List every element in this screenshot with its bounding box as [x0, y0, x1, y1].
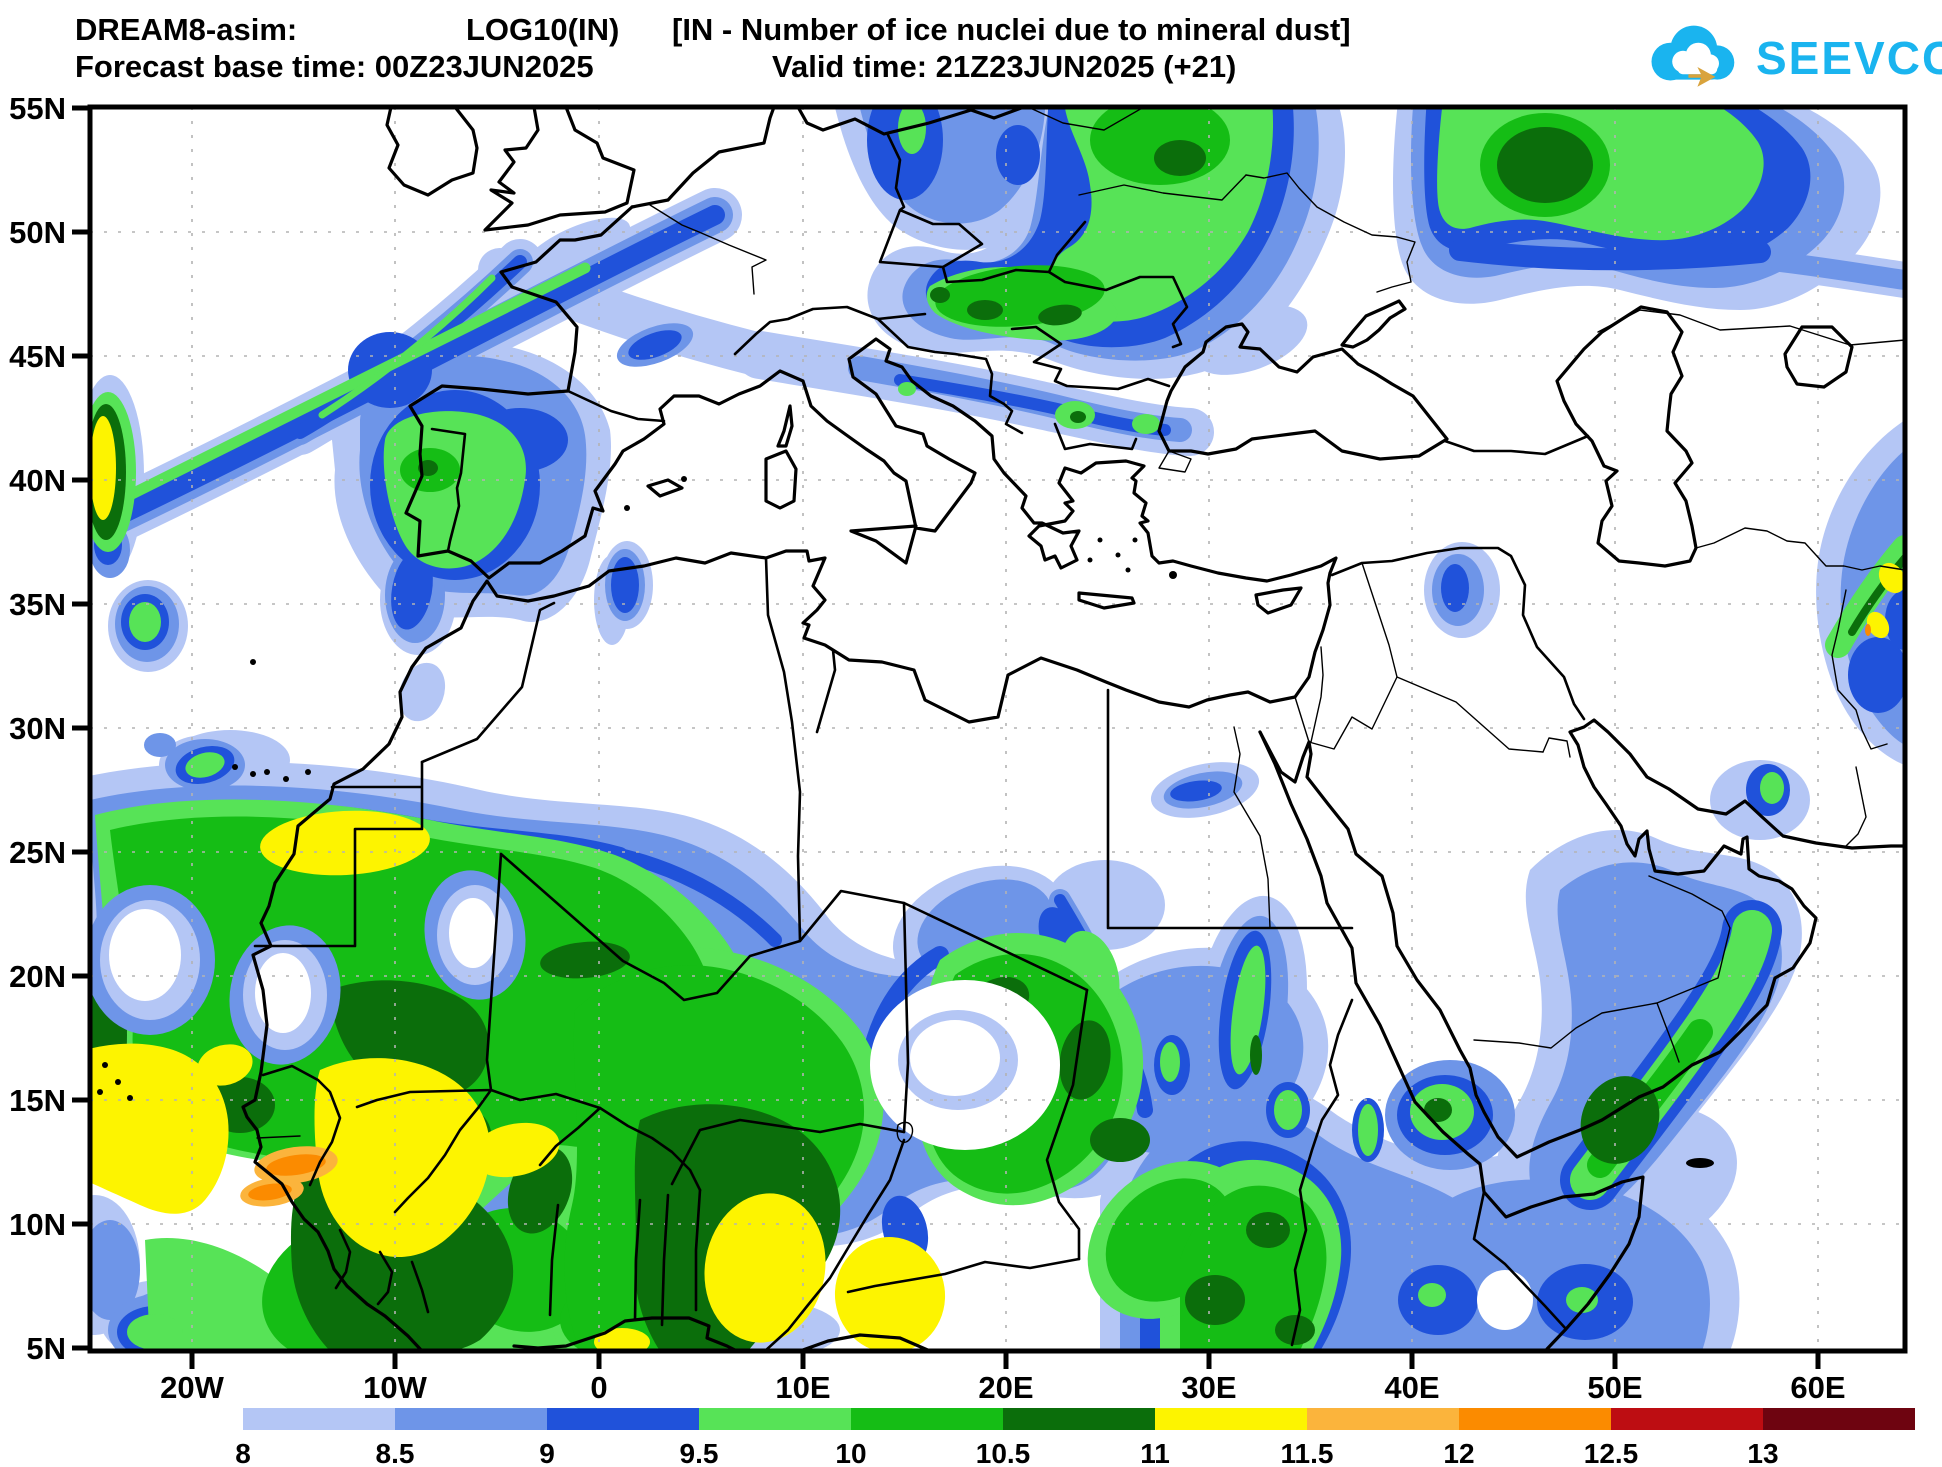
lat-label: 45N [9, 339, 66, 374]
colorbar-label: 11.5 [1281, 1438, 1334, 1467]
colorbar-label: 12 [1443, 1438, 1474, 1467]
forecast-base-time: Forecast base time: 00Z23JUN2025 [75, 49, 594, 84]
dust-field [90, 107, 1905, 1351]
arrow-icon [1688, 67, 1716, 87]
lat-label: 40N [9, 463, 66, 498]
colorbar-cell [1307, 1408, 1459, 1430]
lon-label: 60E [1790, 1370, 1845, 1405]
lon-label: 40E [1384, 1370, 1439, 1405]
colorbar-cell [1763, 1408, 1915, 1430]
lat-label: 10N [9, 1207, 66, 1242]
lon-label: 50E [1587, 1370, 1642, 1405]
lat-label: 25N [9, 835, 66, 870]
colorbar-cell [395, 1408, 547, 1430]
lon-label: 20W [160, 1370, 224, 1405]
colorbar-label: 9 [539, 1438, 555, 1467]
small-islands [97, 476, 1714, 1168]
colorbar-label: 10.5 [976, 1438, 1031, 1467]
variable-description: [IN - Number of ice nuclei due to minera… [672, 12, 1351, 47]
colorbar-cell [1155, 1408, 1307, 1430]
variable-name: LOG10(IN) [466, 12, 620, 47]
colorbar-cell [547, 1408, 699, 1430]
colorbar-cell [851, 1408, 1003, 1430]
lat-label: 35N [9, 587, 66, 622]
colorbar-label: 8.5 [376, 1438, 415, 1467]
colorbar-label: 11 [1140, 1438, 1170, 1467]
lat-label: 5N [26, 1331, 66, 1366]
lat-label: 55N [9, 91, 66, 126]
lon-label: 0 [590, 1370, 607, 1405]
colorbar-label: 8 [235, 1438, 251, 1467]
colorbar: 8 8.5 9 9.5 10 10.5 11 11.5 12 12.5 13 [235, 1408, 1915, 1467]
dust-level-11 [90, 416, 1905, 1351]
model-name: DREAM8-asim: [75, 12, 298, 47]
colorbar-cell [1611, 1408, 1763, 1430]
coastlines [97, 107, 1905, 1351]
lon-label: 10E [775, 1370, 830, 1405]
logo-text: SEEVCCC [1756, 32, 1942, 84]
valid-time: Valid time: 21Z23JUN2025 (+21) [772, 49, 1237, 84]
colorbar-label: 10 [835, 1438, 866, 1467]
lon-label: 20E [978, 1370, 1033, 1405]
axis-ticks [72, 105, 1821, 1369]
lon-label: 30E [1181, 1370, 1236, 1405]
cloud-logo-icon [1651, 25, 1735, 87]
country-borders [253, 107, 1905, 1351]
lon-label: 10W [363, 1370, 427, 1405]
colorbar-cell [243, 1408, 395, 1430]
lat-label: 30N [9, 711, 66, 746]
lat-label: 20N [9, 959, 66, 994]
colorbar-cell [1003, 1408, 1155, 1430]
seevccc-logo: SEEVCCC [1638, 22, 1942, 94]
colorbar-cell [699, 1408, 851, 1430]
colorbar-label: 9.5 [680, 1438, 719, 1467]
colorbar-cell [1459, 1408, 1611, 1430]
dust-level-12 [248, 624, 1871, 1201]
axis-labels: 55N 50N 45N 40N 35N 30N 25N 20N 15N 10N 5N 20W 10W 0 1… [9, 91, 1845, 1405]
lat-label: 15N [9, 1083, 66, 1118]
colorbar-label: 12.5 [1584, 1438, 1639, 1467]
lat-label: 50N [9, 215, 66, 250]
colorbar-label: 13 [1747, 1438, 1778, 1467]
